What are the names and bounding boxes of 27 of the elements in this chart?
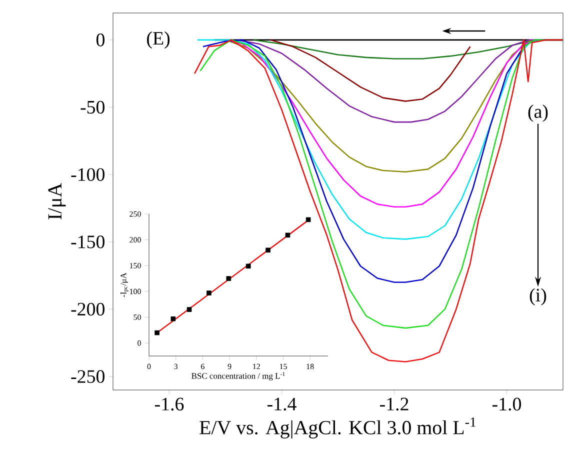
- annotation: (a): [528, 104, 548, 122]
- point: [285, 232, 290, 238]
- x-tick-label: -1.0: [492, 398, 522, 411]
- x-tick-label: -1.6: [154, 398, 184, 411]
- y-tick-label: -50: [80, 100, 104, 114]
- y-tick-label: -150: [71, 236, 104, 248]
- point: [154, 330, 160, 336]
- x-axis-title: BSC concentration / mg L$^{-1}$: [192, 372, 285, 381]
- x-tick-label: -1.4: [267, 398, 296, 411]
- x-axis-title: E/V vs. Ag|AgCl. KCl 3.0 mol L$^{-1}$: [200, 417, 476, 438]
- point: [246, 264, 251, 269]
- annotation: (E): [147, 31, 170, 49]
- line-series: [270, 39, 471, 102]
- y-axis-title: -I$_{pc}$/μA: [120, 272, 128, 298]
- point: [306, 217, 311, 222]
- y-axis-title: I/μA: [48, 183, 66, 220]
- y-tick-label: -250: [71, 370, 104, 383]
- point: [186, 307, 192, 312]
- x-tick-label: -1.2: [380, 398, 408, 411]
- y-tick-label: -200: [71, 302, 104, 316]
- y-tick-label: -100: [71, 168, 104, 181]
- point: [170, 316, 176, 322]
- point: [266, 248, 270, 253]
- annotation: (i): [530, 288, 546, 306]
- point: [206, 290, 212, 296]
- y-tick-label: 0: [96, 34, 104, 46]
- point: [226, 276, 232, 281]
